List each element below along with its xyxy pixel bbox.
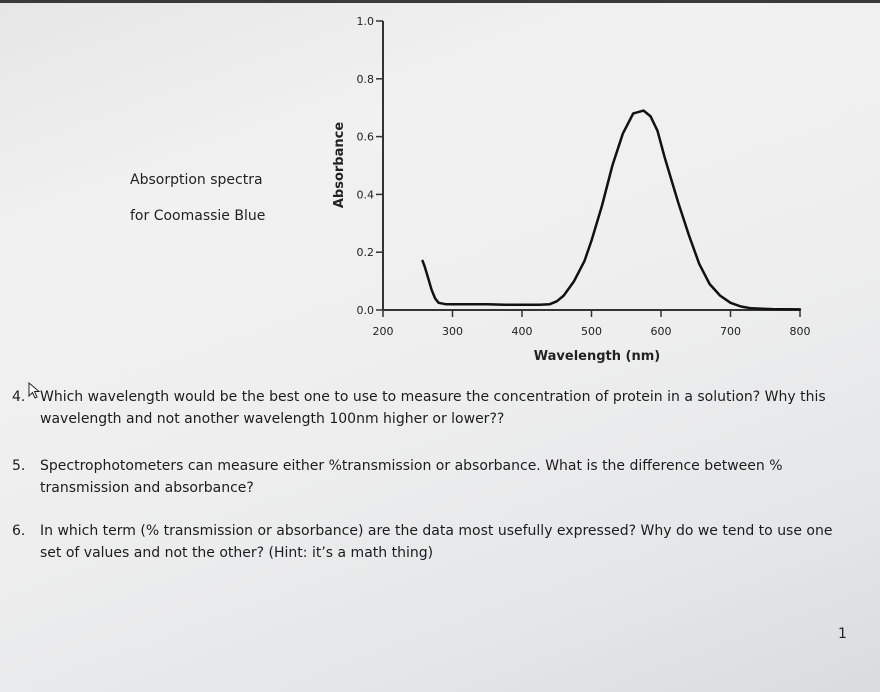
question-6-number: 6.	[12, 523, 26, 539]
question-6: 6. In which term (% transmission or abso…	[12, 520, 857, 564]
question-4-text: Which wavelength would be the best one t…	[40, 389, 826, 427]
page-number: 1	[838, 626, 847, 642]
x-axis-label: Wavelength (nm)	[534, 349, 660, 364]
x-tick-label: 800	[790, 325, 811, 338]
x-tick-label: 700	[720, 325, 741, 338]
question-5-text: Spectrophotometers can measure either %t…	[40, 458, 783, 496]
x-tick-label: 500	[581, 325, 602, 338]
absorption-chart: 0.0 0.2 0.4 0.6 0.8 1.0 200 300 400 500 600 700 800 W…	[332, 15, 811, 364]
x-tick-label: 400	[512, 325, 533, 338]
y-tick-label: 0.0	[357, 304, 375, 317]
chart-caption-line2: for Coomassie Blue	[130, 208, 266, 224]
mouse-pointer-icon	[28, 382, 41, 399]
y-axis-label: Absorbance	[332, 122, 347, 208]
x-tick-label: 200	[373, 325, 394, 338]
x-tick-label: 300	[442, 325, 463, 338]
question-5-number: 5.	[12, 458, 26, 474]
y-tick-label: 0.4	[357, 188, 375, 201]
question-5: 5. Spectrophotometers can measure either…	[12, 455, 857, 499]
x-tick-label: 600	[651, 325, 672, 338]
chart-caption-line1: Absorption spectra	[130, 172, 263, 188]
question-6-text: In which term (% transmission or absorba…	[40, 523, 833, 561]
absorbance-curve	[421, 109, 802, 311]
y-tick-label: 1.0	[357, 15, 375, 28]
y-tick-label: 0.6	[357, 131, 375, 144]
question-4-number: 4.	[12, 389, 26, 405]
y-tick-label: 0.2	[357, 246, 375, 259]
y-tick-label: 0.8	[357, 73, 375, 86]
question-4: 4. Which wavelength would be the best on…	[12, 386, 857, 430]
top-edge-bar	[0, 0, 880, 3]
